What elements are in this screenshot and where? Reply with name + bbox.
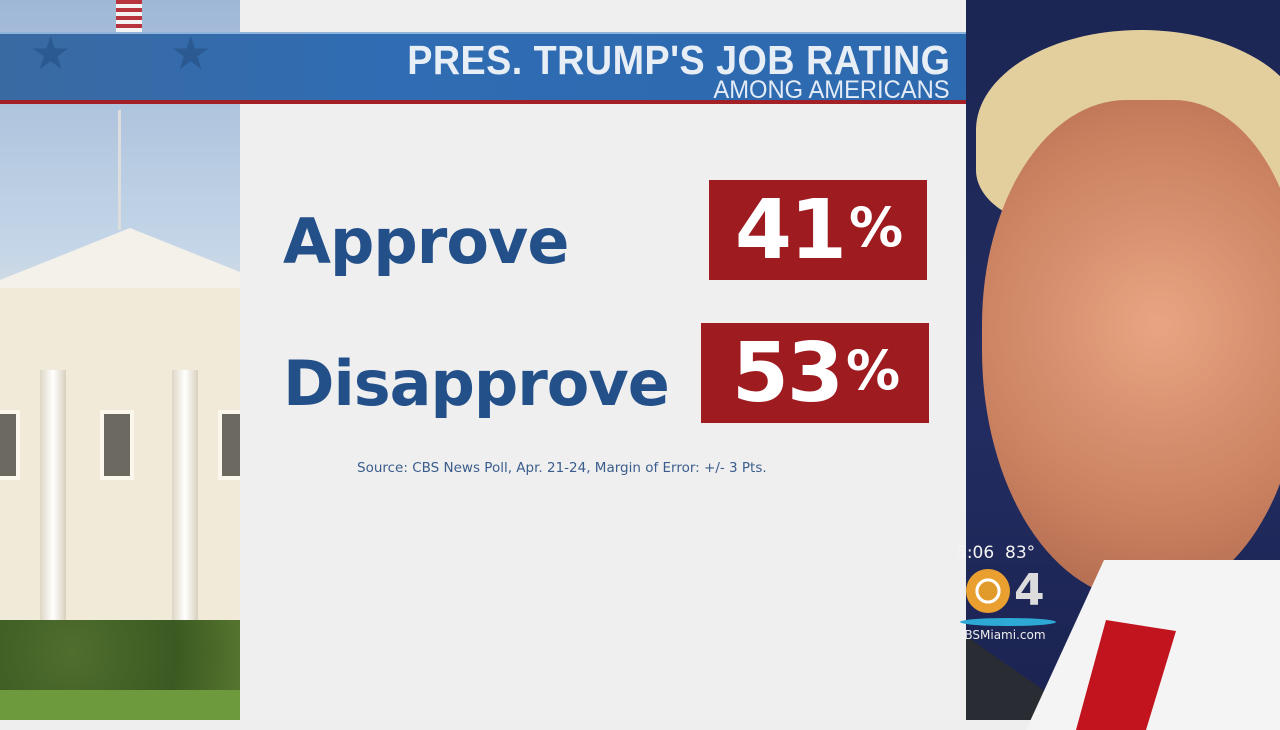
- window: [100, 410, 134, 480]
- window: [218, 410, 240, 480]
- time-temperature: 5:06 83°: [956, 543, 1066, 563]
- cbs-eye-icon: [966, 568, 1010, 613]
- star-icon: ★: [170, 26, 212, 80]
- title-banner: ★ ★ PRES. TRUMP'S JOB RATING AMONG AMERI…: [0, 26, 966, 104]
- percent-sign: %: [849, 196, 903, 259]
- american-flag: [116, 0, 142, 32]
- star-icon: ★: [30, 26, 72, 80]
- channel-number: 4: [1014, 565, 1045, 616]
- approve-value-box: 41%: [709, 180, 927, 280]
- banner-title: PRES. TRUMP'S JOB RATING: [406, 37, 950, 83]
- disapprove-label: Disapprove: [283, 347, 670, 420]
- wave-icon: [960, 618, 1056, 626]
- column: [40, 370, 66, 630]
- trump-photo: [966, 0, 1280, 730]
- percent-sign: %: [846, 339, 900, 402]
- white-house-pediment: [0, 228, 240, 288]
- station-bug: 5:06 83° 4 CBSMiami.com: [956, 543, 1066, 642]
- time: 5:06: [956, 543, 995, 563]
- approve-label: Approve: [283, 205, 569, 278]
- lawn: [0, 690, 240, 720]
- disapprove-value-box: 53%: [701, 323, 929, 423]
- banner-subtitle: AMONG AMERICANS: [713, 76, 950, 104]
- temperature: 83°: [1005, 543, 1036, 563]
- face: [982, 100, 1280, 600]
- flagpole: [118, 110, 121, 230]
- disapprove-value: 53: [731, 325, 844, 421]
- source-note: Source: CBS News Poll, Apr. 21-24, Margi…: [357, 460, 767, 476]
- approve-value: 41: [734, 182, 847, 278]
- window: [0, 410, 20, 480]
- cbs4-logo: 4: [966, 565, 1066, 616]
- white-house-photo: [0, 0, 240, 720]
- trees: [0, 620, 240, 700]
- column: [172, 370, 198, 630]
- website: CBSMiami.com: [956, 628, 1046, 642]
